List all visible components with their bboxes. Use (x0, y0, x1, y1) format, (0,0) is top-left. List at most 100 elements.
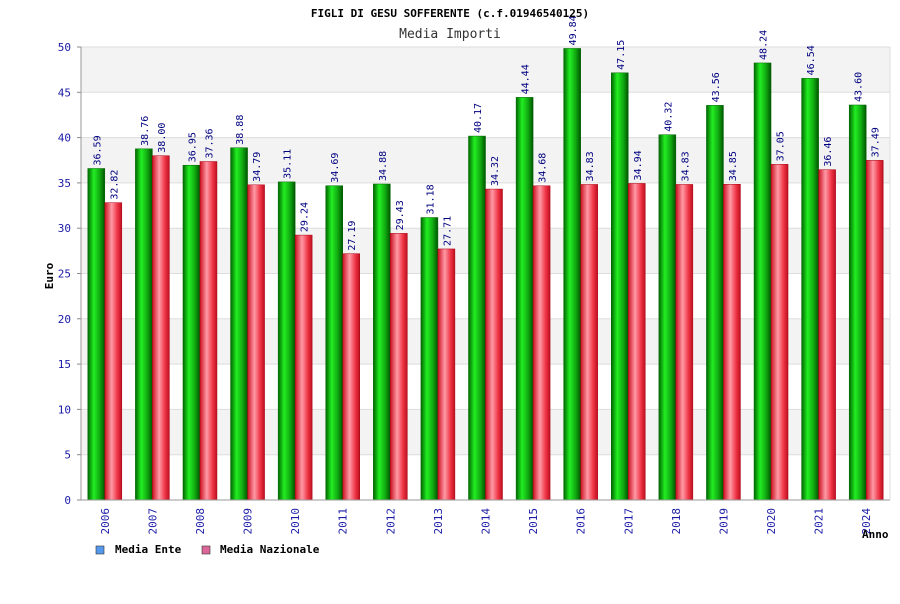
bar-media-nazionale-2010 (294, 234, 313, 501)
data-label: 27.19 (347, 221, 358, 251)
x-tick-label: 2011 (337, 508, 350, 535)
legend: Media Ente Media Nazionale (95, 543, 320, 556)
bar-media-ente-2014 (468, 135, 486, 501)
data-label: 36.46 (823, 137, 834, 167)
data-label: 37.36 (204, 128, 215, 158)
bar-media-nazionale-2018 (675, 184, 694, 501)
x-tick-label: 2015 (527, 508, 540, 535)
legend-label-media-ente: Media Ente (115, 543, 182, 556)
bar-media-ente-2006 (87, 168, 106, 501)
chart-title: FIGLI DI GESU SOFFERENTE (c.f.0194654012… (311, 7, 589, 20)
legend-swatch-media-nazionale (201, 545, 211, 555)
bar-media-nazionale-2016 (580, 184, 598, 501)
bar-media-ente-2011 (325, 185, 343, 501)
bar-media-ente-2024 (848, 104, 867, 501)
axes (80, 47, 891, 501)
data-label: 35.11 (283, 149, 294, 179)
x-tick-label: 2013 (432, 508, 445, 535)
y-tick-label: 45 (58, 86, 71, 99)
data-label: 38.00 (157, 123, 168, 153)
x-tick-label: 2018 (670, 508, 683, 535)
data-label: 34.85 (728, 151, 739, 181)
bar-media-nazionale-2014 (485, 188, 503, 501)
x-tick-label: 2010 (289, 508, 302, 535)
y-tick-label: 40 (58, 132, 71, 145)
bar-media-ente-2016 (563, 48, 581, 501)
x-tick-label: 2019 (717, 508, 730, 535)
data-label: 38.76 (140, 116, 151, 146)
y-axis-label: Euro (43, 262, 56, 289)
bar-media-nazionale-2009 (247, 184, 265, 501)
legend-label-media-nazionale: Media Nazionale (220, 543, 320, 556)
y-tick-label: 15 (58, 358, 71, 371)
data-label: 34.68 (538, 153, 549, 183)
y-tick-label: 35 (58, 177, 71, 190)
data-label: 34.83 (680, 151, 691, 181)
y-tick-label: 25 (58, 268, 71, 281)
x-axis-label: Anno (862, 528, 889, 541)
x-tick-label: 2006 (99, 508, 112, 535)
bar-media-nazionale-2024 (865, 160, 884, 501)
y-tick-label: 0 (64, 494, 71, 507)
data-label: 37.05 (776, 131, 787, 161)
bar-media-ente-2013 (420, 217, 439, 501)
x-tick-label: 2024 (860, 508, 873, 535)
data-label: 37.49 (871, 127, 882, 157)
data-label: 31.18 (425, 184, 436, 214)
bar-media-ente-2017 (611, 72, 629, 501)
tick-labels: 0 5 10 15 20 25 30 35 40 45 50 2006 2007 2008 2009 2010… (58, 41, 873, 535)
data-label: 43.56 (711, 72, 722, 102)
data-label: 44.44 (521, 64, 532, 94)
bar-media-ente-2019 (706, 105, 724, 501)
bar-media-nazionale-2007 (152, 155, 170, 501)
bar-media-ente-2015 (515, 97, 534, 501)
data-label: 27.71 (442, 216, 453, 246)
data-label: 43.60 (854, 72, 865, 102)
data-label: 32.82 (109, 170, 120, 200)
x-tick-label: 2012 (384, 508, 397, 535)
data-label: 29.43 (395, 200, 406, 230)
bar-media-nazionale-2011 (342, 253, 360, 501)
data-label: 34.94 (633, 150, 644, 180)
bar-media-ente-2009 (230, 147, 248, 501)
bar-media-nazionale-2012 (390, 233, 408, 501)
data-label: 34.83 (585, 151, 596, 181)
bar-media-nazionale-2021 (818, 169, 836, 501)
data-label: 48.24 (759, 30, 770, 60)
y-tick-label: 10 (58, 403, 71, 416)
data-label: 34.88 (378, 151, 389, 181)
y-tick-label: 30 (58, 222, 71, 235)
bar-media-nazionale-2006 (104, 202, 123, 501)
bar-media-nazionale-2013 (437, 248, 456, 501)
data-label: 40.17 (473, 103, 484, 133)
bar-media-ente-2018 (658, 134, 677, 501)
x-tick-label: 2014 (480, 508, 493, 535)
bar-media-ente-2021 (801, 78, 819, 501)
data-label: 34.79 (252, 152, 263, 182)
bars (87, 48, 884, 501)
bar-media-ente-2010 (277, 181, 296, 501)
x-tick-label: 2008 (194, 508, 207, 535)
legend-swatch-media-ente (95, 545, 105, 555)
bar-media-ente-2008 (182, 164, 201, 501)
bar-media-nazionale-2017 (628, 183, 646, 501)
bar-media-ente-2007 (135, 148, 153, 501)
bar-media-nazionale-2020 (770, 164, 789, 501)
x-tick-label: 2021 (813, 508, 826, 535)
data-label: 38.88 (235, 115, 246, 145)
data-label: 36.59 (92, 135, 103, 165)
data-labels: 36.59 32.82 38.76 38.00 36.95 37.36 38.88 34.79… (92, 15, 881, 250)
data-label: 49.84 (568, 15, 579, 45)
data-label: 34.69 (330, 153, 341, 183)
data-label: 40.32 (663, 102, 674, 132)
bar-media-nazionale-2019 (723, 184, 741, 501)
data-label: 34.32 (490, 156, 501, 186)
y-tick-label: 20 (58, 313, 71, 326)
data-label: 36.95 (187, 132, 198, 162)
bar-media-nazionale-2015 (532, 185, 551, 501)
bar-media-ente-2012 (373, 183, 391, 501)
y-tick-label: 50 (58, 41, 71, 54)
chart-subtitle: Media Importi (399, 27, 501, 42)
x-tick-label: 2016 (575, 508, 588, 535)
